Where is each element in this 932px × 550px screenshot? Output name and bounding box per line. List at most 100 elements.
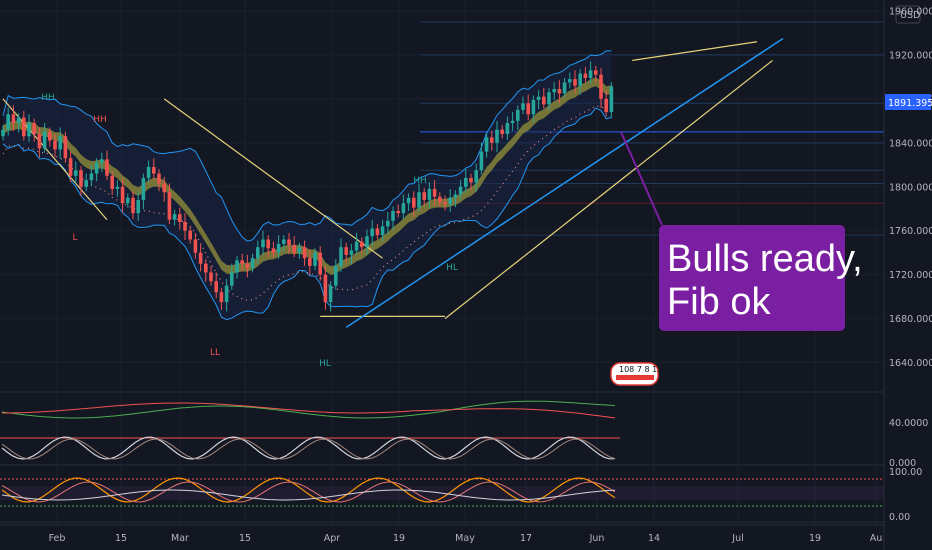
candle-body [594,70,598,75]
price-tick-label: 1640.000 [889,358,932,369]
time-axis[interactable]: Feb 15 Mar 15 Apr 19 May 17 Jun 14 Jul 19 Au [0,524,884,544]
candle-body [53,140,57,150]
candle-body [412,197,416,208]
candle-body [318,252,322,275]
candle-body [94,162,99,174]
candle-body [344,247,348,255]
badge-stripe [616,375,654,380]
panel3-tick-bottom: 0.00 [889,512,910,523]
candle-body [536,96,541,100]
candle-body [453,194,458,198]
candle-body [32,123,36,135]
candle-body [256,247,260,259]
time-tick-label: 17 [520,533,532,544]
candle-body [266,239,270,249]
candle-body [469,177,473,183]
candle-body [443,202,447,205]
candle-body [48,131,52,141]
candle-body [531,99,536,115]
candle-body [609,86,614,113]
last-price-label: 1891.395 [888,98,932,109]
price-axis[interactable]: USD 1960.0001920.0001880.0001840.0001800… [883,0,932,550]
annotation-callout: Bulls ready, Fib ok [620,131,863,331]
candle-body [193,239,198,253]
indicator-badge: 108 7 8 12 [610,362,662,386]
candle-body [167,192,172,220]
candle-body [521,103,525,110]
pattern-label: HH [93,115,107,125]
candle-body [386,220,390,227]
candle-body [599,74,603,99]
candle-body [500,129,504,135]
candle-body [401,203,406,214]
panel2-osc [1,436,615,460]
candle-body [432,188,437,197]
candle-body [68,158,73,176]
candle-body [131,197,135,214]
candle-body [396,210,400,214]
candle-body [308,258,312,266]
candle-body [516,109,520,121]
candle-body [583,73,588,78]
candle-body [479,151,484,171]
candle-body [74,170,78,176]
trend-line-yellow [632,41,758,62]
candle-body [245,263,250,269]
candle-body [302,247,307,259]
pattern-label: HH [41,93,55,103]
time-tick-label: 15 [115,533,127,544]
indicator-panels [0,391,884,523]
panel-2-lines [0,436,620,460]
callout-line-2: Fib ok [667,281,771,323]
candle-body [183,221,187,231]
candle-body [110,175,114,189]
candle-body [547,92,551,105]
price-tick-label: 1760.000 [889,226,932,237]
candle-body [235,260,239,273]
candle-body [58,136,62,150]
candle-body [152,166,156,174]
time-tick-label: Jul [731,533,743,544]
candle-body [120,186,125,204]
time-tick-label: Jun [589,533,605,544]
pattern-label: HL [446,263,458,273]
time-ticks: Feb 15 Mar 15 Apr 19 May 17 Jun 14 Jul 19 Au [49,533,883,544]
candle-body [323,274,328,303]
panel-1-lines [1,400,615,419]
candle-body [297,247,302,253]
candle-body [490,137,494,143]
price-tick-label: 1920.000 [889,50,932,61]
candle-body [16,117,21,124]
candle-body [375,228,380,236]
callout-line-1: Bulls ready, [667,238,863,280]
candle-body [349,250,354,255]
candle-body [136,199,140,214]
panel1-tick: 40.0000 [889,418,928,429]
panel-3-lines [0,477,884,507]
badge-text: 108 7 8 12 [619,365,662,374]
candle-body [214,281,218,293]
panel1-red [2,402,615,419]
candle-body [37,134,42,149]
candle-body [370,228,374,237]
candle-body [474,170,478,183]
candle-body [146,166,151,178]
time-tick-label: Apr [324,533,341,544]
panel3-tick-top: 100.00 [889,467,922,478]
candle-body [552,88,556,93]
candle-body [224,285,229,303]
price-tick-label: 1800.000 [889,182,932,193]
band-lower [2,107,612,321]
candle-body [313,252,317,266]
callout-box [659,225,845,331]
candle-body [495,129,499,143]
candle-body [84,180,88,187]
candle-body [115,186,120,189]
candle-body [63,136,68,159]
candle-body [42,131,47,149]
candle-body [261,239,265,248]
candle-body [339,247,343,266]
pattern-labels: HH HH LL HL HH HL L [41,93,458,369]
candle-body [427,188,432,200]
